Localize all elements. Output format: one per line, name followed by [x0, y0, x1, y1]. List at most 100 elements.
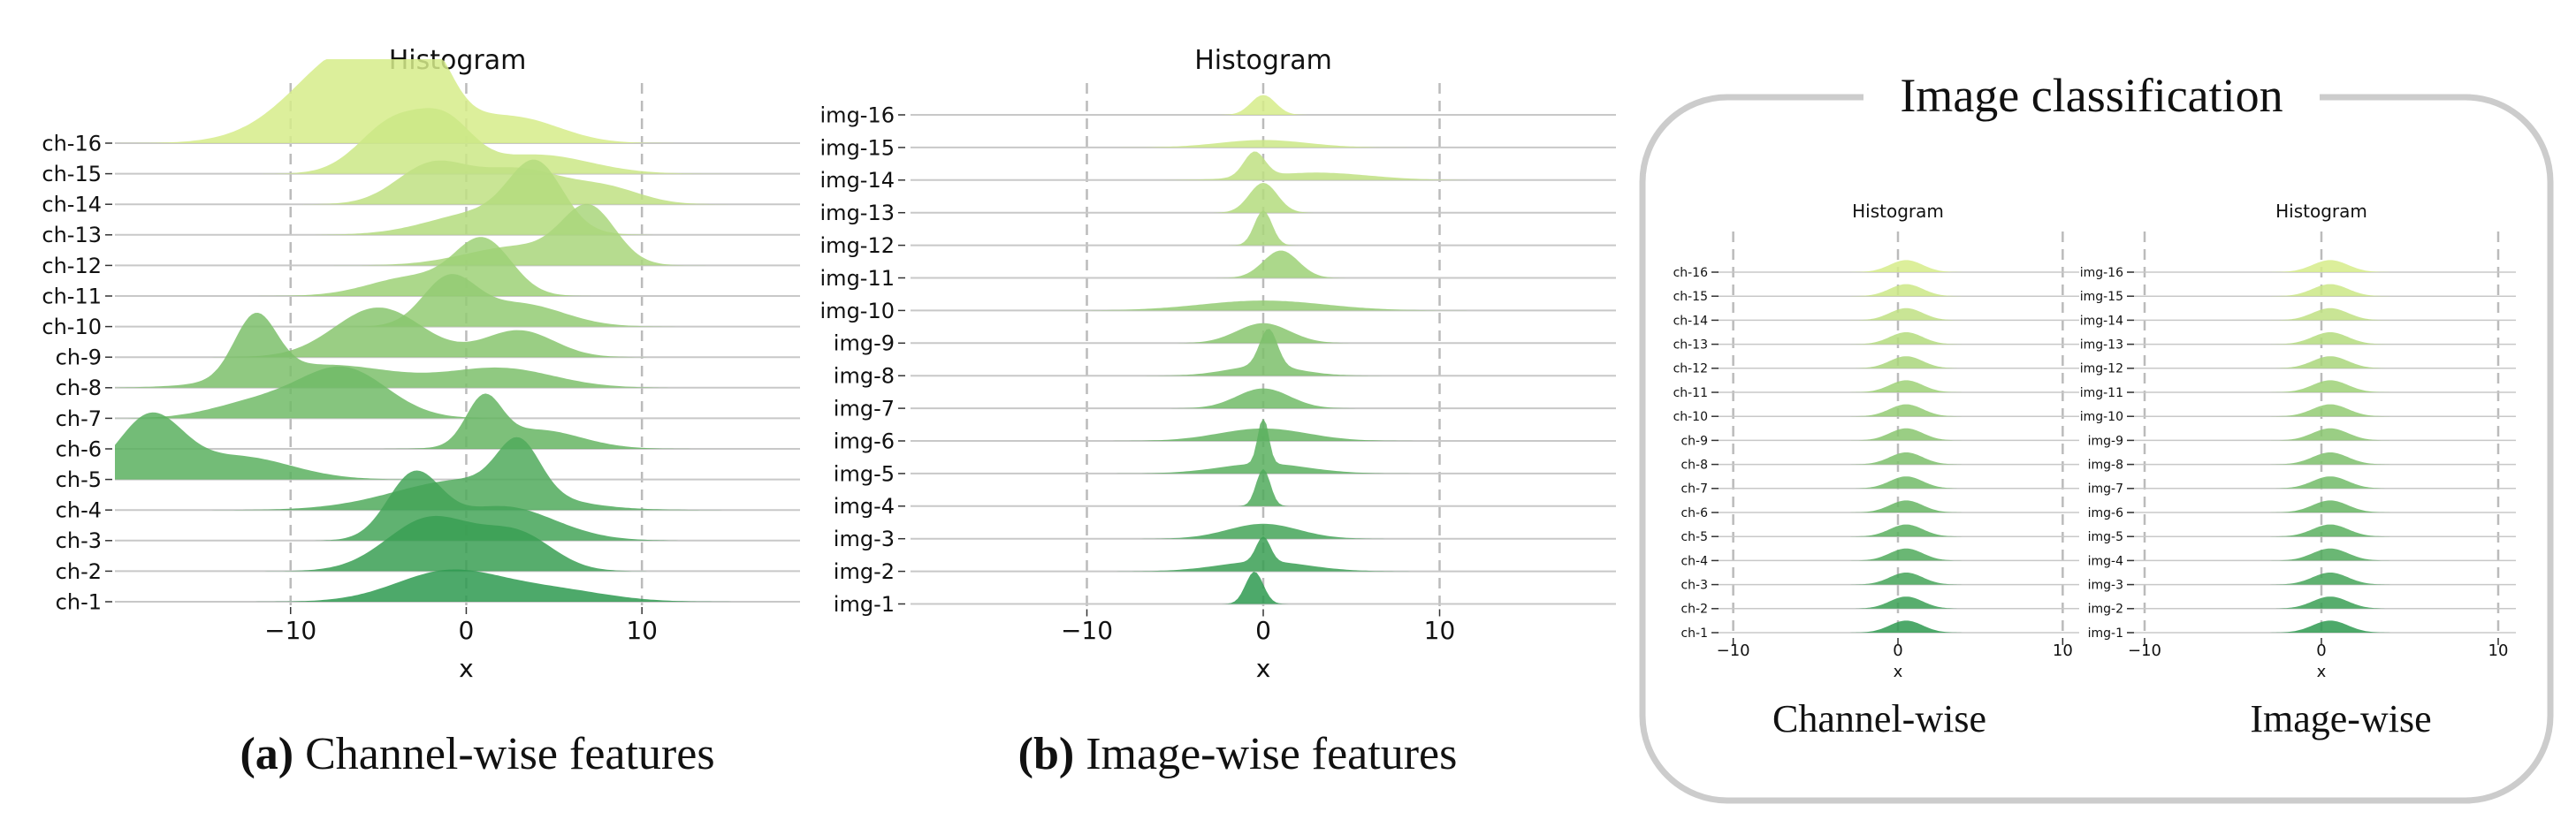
panel-c-title: Image classification [1900, 69, 2283, 122]
chart-a-ridge-ch-8 [115, 313, 800, 388]
chart-b-caption-text: Image-wise features [1074, 729, 1457, 779]
chart-c2-row-label: img-8 [2088, 459, 2123, 473]
chart-c2-ridge-img-12 [2127, 356, 2516, 368]
chart-a-ridge-ch-16 [115, 59, 800, 143]
chart-c1-xtick-label: 0 [1893, 641, 1902, 660]
chart-b-row-label: img-14 [820, 168, 895, 193]
chart-a-row-label: ch-7 [56, 406, 102, 431]
chart-c1-row-label: ch-5 [1680, 530, 1708, 544]
chart-c1-ridge-ch-13 [1717, 332, 2079, 345]
chart-c2-title: Histogram [2275, 201, 2367, 222]
chart-c1-ridge-ch-10 [1717, 404, 2079, 417]
chart-c1-row-label: ch-1 [1680, 626, 1708, 641]
chart-c1-row-label: ch-2 [1680, 603, 1708, 617]
chart-b-ridge-img-9 [911, 323, 1616, 344]
chart-b-ridge-img-15 [911, 140, 1616, 148]
chart-a-row-label: ch-5 [56, 467, 102, 492]
chart-c2-row-label: img-4 [2088, 554, 2123, 568]
chart-c2-row-label: img-16 [2080, 266, 2123, 280]
chart-b-ridge-img-16 [911, 95, 1616, 115]
chart-b-row-label: img-10 [820, 299, 895, 323]
chart-b-caption: (b) Image-wise features [1018, 729, 1458, 779]
chart-a-row-label: ch-2 [56, 559, 102, 584]
chart-b-row-label: img-6 [834, 429, 895, 453]
panel-c-frame [1639, 94, 2554, 804]
chart-a-row-label: ch-14 [42, 193, 102, 217]
chart-b-xtick-label: −10 [1061, 616, 1113, 645]
chart-c1-xtick-label: −10 [1717, 641, 1750, 660]
chart-b-ridge-img-13 [911, 182, 1616, 213]
chart-a-ridge-ch-11 [115, 237, 800, 296]
chart-c2-xtick-label: 10 [2488, 641, 2509, 660]
chart-a-row-label: ch-11 [42, 284, 102, 308]
chart-a-row-label: ch-12 [42, 254, 102, 278]
chart-c2-xtick-label: −10 [2128, 641, 2161, 660]
chart-b-row-label: img-3 [834, 527, 895, 551]
chart-b-row-label: img-11 [820, 266, 895, 291]
chart-c2-caption-text: Image-wise [2250, 697, 2431, 740]
chart-a-ridge-ch-6 [115, 393, 800, 449]
chart-b-row-label: img-7 [834, 397, 895, 421]
chart-a-row-label: ch-9 [56, 345, 102, 370]
chart-b-ridge-img-3 [911, 523, 1616, 539]
chart-c1-row-label: ch-14 [1673, 314, 1709, 328]
chart-b-ridge-img-14 [911, 151, 1616, 180]
chart-c2-row-label: img-1 [2088, 626, 2123, 641]
chart-c2-row-label: img-6 [2088, 506, 2123, 520]
chart-a-row-label: ch-3 [56, 528, 102, 553]
chart-a-xtick-label: 10 [626, 616, 658, 645]
chart-c1-row-label: ch-4 [1680, 554, 1708, 568]
chart-c2-row-label: img-10 [2080, 410, 2123, 424]
chart-c1-ridge-ch-6 [1717, 500, 2079, 512]
chart-b-row-label: img-2 [834, 559, 895, 584]
chart-c1-title: Histogram [1852, 201, 1944, 222]
chart-c1-ridge-ch-14 [1717, 307, 2079, 321]
chart-a-row-label: ch-10 [42, 315, 102, 339]
chart-c2-ridge-img-13 [2127, 332, 2516, 345]
chart-a-ridge-ch-5 [115, 412, 800, 480]
chart-a-row-label: ch-6 [56, 436, 102, 461]
chart-a-row-label: ch-4 [56, 498, 102, 523]
chart-c1-ridge-ch-3 [1717, 573, 2079, 585]
chart-a-row-label: ch-16 [42, 131, 102, 156]
chart-b-xtick-label: 10 [1424, 616, 1456, 645]
chart-b-ridge-img-8 [911, 329, 1616, 376]
chart-a-xtick-label: −10 [264, 616, 316, 645]
chart-c1-ridge-ch-15 [1717, 284, 2079, 297]
chart-c2-ridge-img-10 [2127, 404, 2516, 417]
chart-b-row-label: img-5 [834, 461, 895, 486]
chart-c1-xtick-label: 10 [2053, 641, 2073, 660]
chart-c2-row-label: img-5 [2088, 530, 2123, 544]
chart-c2-ridge-img-1 [2127, 620, 2516, 633]
chart-c2-caption: Image-wise [2250, 697, 2431, 740]
chart-a-ridge-ch-13 [115, 159, 800, 235]
chart-a-caption: (a) Channel-wise features [240, 729, 714, 779]
chart-a-row-label: ch-15 [42, 162, 102, 186]
chart-a-ridge-ch-3 [115, 470, 800, 541]
chart-b-row-label: img-8 [834, 364, 895, 389]
chart-c1-row-label: ch-3 [1680, 579, 1708, 593]
chart-c2-ridge-img-11 [2127, 380, 2516, 392]
chart-c2-ridge-img-3 [2127, 573, 2516, 585]
chart-a-ridge-ch-9 [115, 307, 800, 358]
chart-c1-row-label: ch-10 [1673, 410, 1708, 424]
chart-c2-ridge-img-16 [2127, 260, 2516, 272]
chart-a-row-label: ch-1 [56, 589, 102, 614]
chart-a-ridge-ch-4 [115, 436, 800, 511]
chart-c2-xtick-label: 0 [2316, 641, 2326, 660]
chart-b-row-label: img-13 [820, 201, 895, 225]
chart-c2-ridge-img-5 [2127, 524, 2516, 537]
chart-b-row-label: img-4 [834, 494, 895, 519]
chart-c1-caption: Channel-wise [1772, 697, 1986, 740]
chart-a-ridge-ch-7 [115, 366, 800, 419]
chart-a-ridge-ch-2 [115, 515, 800, 572]
chart-c2-ridge-img-14 [2127, 307, 2516, 321]
chart-c1-ridge-ch-4 [1717, 548, 2079, 561]
chart-c2-row-label: img-11 [2080, 386, 2123, 400]
chart-b-ridge-img-12 [911, 210, 1616, 246]
chart-c2-row-label: img-15 [2080, 290, 2123, 304]
chart-a-ridge-ch-14 [115, 160, 800, 205]
chart-c1-row-label: ch-16 [1673, 266, 1709, 280]
chart-a-row-label: ch-13 [42, 223, 102, 247]
